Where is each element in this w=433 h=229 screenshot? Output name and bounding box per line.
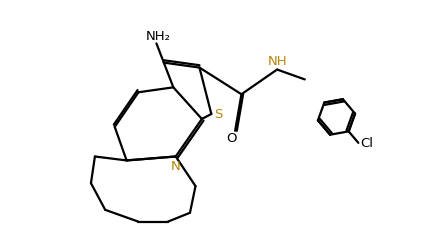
Text: NH₂: NH₂ bbox=[146, 30, 171, 43]
Text: Cl: Cl bbox=[360, 137, 373, 150]
Text: NH: NH bbox=[267, 54, 287, 67]
Text: S: S bbox=[214, 108, 223, 121]
Text: N: N bbox=[171, 160, 181, 173]
Text: O: O bbox=[226, 131, 237, 144]
